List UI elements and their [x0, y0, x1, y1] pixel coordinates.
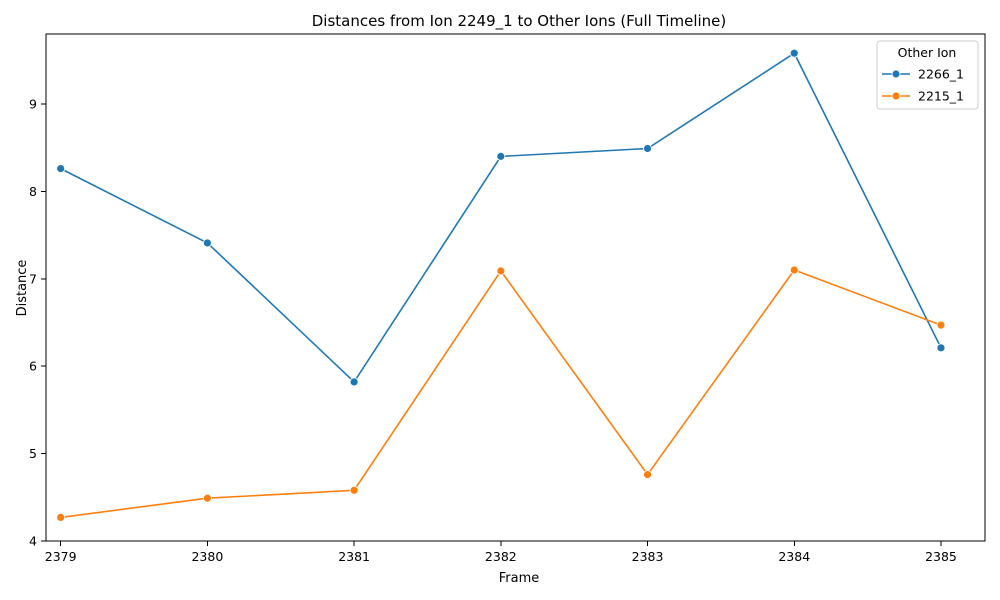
y-axis-title: Distance [15, 260, 30, 317]
data-point-2266_1 [936, 343, 946, 353]
data-point-2266_1 [789, 48, 799, 58]
data-point-2266_1 [202, 238, 212, 248]
legend-label-2215_1: 2215_1 [918, 89, 964, 104]
data-point-2215_1 [496, 266, 506, 276]
legend-marker-2266_1 [891, 69, 901, 79]
data-point-2215_1 [789, 265, 799, 275]
y-tick-label: 4 [29, 534, 37, 549]
x-axis-title: Frame [499, 571, 540, 586]
legend-entries: 2266_1 2215_1 [882, 67, 964, 104]
y-tick-label: 8 [29, 184, 37, 199]
data-point-2266_1 [56, 164, 66, 174]
data-point-2266_1 [349, 377, 359, 387]
data-point-2215_1 [202, 493, 212, 503]
data-point-2215_1 [936, 320, 946, 330]
data-point-2215_1 [643, 470, 652, 479]
x-tick-label: 2380 [191, 549, 223, 564]
chart-title: Distances from Ion 2249_1 to Other Ions … [312, 12, 727, 31]
series-line-2215_1 [60, 269, 942, 519]
plot-marks [56, 48, 946, 522]
x-tick-label: 2383 [632, 549, 664, 564]
x-tick-label: 2382 [485, 549, 517, 564]
x-tick-label: 2381 [338, 549, 370, 564]
y-tick-label: 5 [29, 446, 37, 461]
data-point-2266_1 [643, 144, 652, 153]
data-point-2215_1 [349, 485, 359, 495]
y-tick-label: 7 [29, 271, 37, 286]
x-tick-label: 2385 [925, 549, 957, 564]
legend-title: Other Ion [898, 45, 957, 60]
legend-label-2266_1: 2266_1 [918, 67, 964, 82]
y-tick-label: 6 [29, 359, 37, 374]
y-tick-label: 9 [29, 96, 37, 111]
data-point-2215_1 [56, 512, 66, 522]
legend-frame [876, 40, 979, 110]
y-axis-ticks: 4 5 6 7 8 9 [29, 96, 46, 549]
series-line-2266_1 [60, 52, 942, 383]
plot-frame [45, 33, 986, 542]
x-axis-ticks: 2379 2380 2381 2382 2383 2384 2385 [45, 541, 957, 564]
legend: Other Ion 2266_1 2215_1 [876, 40, 979, 110]
x-tick-label: 2384 [778, 549, 810, 564]
x-tick-label: 2379 [45, 549, 77, 564]
legend-marker-2215_1 [891, 91, 901, 101]
data-point-2266_1 [496, 151, 506, 161]
